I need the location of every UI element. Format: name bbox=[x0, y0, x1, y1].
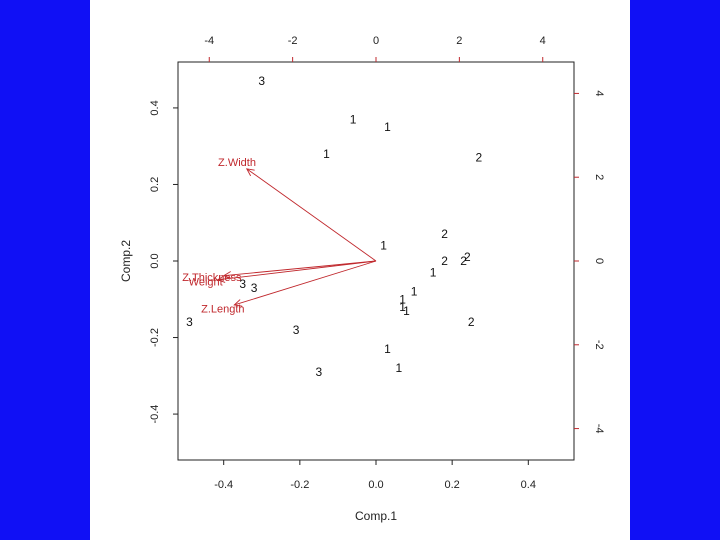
loading-label: Z.Width bbox=[218, 157, 256, 169]
point-label: 2 bbox=[441, 254, 448, 268]
point-label: 3 bbox=[251, 281, 258, 295]
loading-label: Z.Length bbox=[201, 304, 244, 316]
y-tick-label: 0.4 bbox=[149, 100, 161, 115]
y-tick-label: -0.4 bbox=[149, 405, 161, 424]
x-tick-label: 0.0 bbox=[368, 479, 383, 491]
x-tick-label: 0.2 bbox=[445, 479, 460, 491]
y-tick-label: 0.2 bbox=[149, 177, 161, 192]
loading-arrow bbox=[246, 168, 377, 262]
point-label: 1 bbox=[396, 361, 403, 375]
loading-label: Weight bbox=[189, 276, 223, 288]
right-tick-label: -4 bbox=[593, 424, 605, 434]
y-tick-label: 0.0 bbox=[149, 253, 161, 268]
loading-arrowhead bbox=[233, 299, 243, 307]
point-label: 3 bbox=[293, 323, 300, 337]
top-tick-label: -2 bbox=[288, 35, 298, 47]
point-label: 2 bbox=[475, 151, 482, 165]
loading-arrowhead bbox=[216, 275, 226, 283]
loading-arrow bbox=[234, 260, 377, 306]
right-tick-label: 4 bbox=[593, 90, 605, 96]
point-label: 1 bbox=[411, 285, 418, 299]
point-label: 2 bbox=[460, 254, 467, 268]
point-label: 2 bbox=[441, 227, 448, 241]
point-label: 1 bbox=[350, 112, 357, 126]
point-label: 3 bbox=[258, 74, 265, 88]
top-tick-label: -4 bbox=[204, 35, 214, 47]
point-label: 2 bbox=[464, 250, 471, 264]
y-axis-title: Comp.2 bbox=[119, 240, 133, 282]
loading-arrow bbox=[217, 260, 377, 281]
loading-arrowhead bbox=[222, 271, 232, 279]
point-label: 1 bbox=[384, 120, 391, 134]
x-tick-label: 0.4 bbox=[521, 479, 536, 491]
point-label: 1 bbox=[403, 304, 410, 318]
loading-label: Z.Thickness bbox=[182, 272, 242, 284]
point-label: 3 bbox=[239, 277, 246, 291]
loading-arrow bbox=[223, 260, 377, 277]
axes: -0.4 -0.2 0.0 0.2 0.4 -0.4 -0.2 0.0 0.2 0.4 -4 -2 0 2… bbox=[149, 35, 605, 491]
top-tick-label: 4 bbox=[540, 35, 546, 47]
point-label: 1 bbox=[430, 265, 437, 279]
point-label: 3 bbox=[316, 365, 323, 379]
top-tick-label: 0 bbox=[373, 35, 379, 47]
y-tick-label: -0.2 bbox=[149, 328, 161, 347]
right-tick-label: 2 bbox=[593, 174, 605, 180]
right-tick-label: 0 bbox=[593, 258, 605, 264]
point-label: 2 bbox=[468, 315, 475, 329]
x-tick-label: -0.4 bbox=[214, 479, 233, 491]
point-label: 3 bbox=[186, 315, 193, 329]
x-axis-title: Comp.1 bbox=[355, 509, 397, 523]
loading-arrowhead bbox=[245, 168, 255, 177]
x-tick-label: -0.2 bbox=[290, 479, 309, 491]
right-tick-label: -2 bbox=[593, 340, 605, 350]
point-label: 1 bbox=[323, 147, 330, 161]
point-label: 1 bbox=[399, 300, 406, 314]
point-label: 1 bbox=[399, 292, 406, 306]
top-tick-label: 2 bbox=[456, 35, 462, 47]
point-label: 1 bbox=[380, 239, 387, 253]
point-label: 1 bbox=[384, 342, 391, 356]
